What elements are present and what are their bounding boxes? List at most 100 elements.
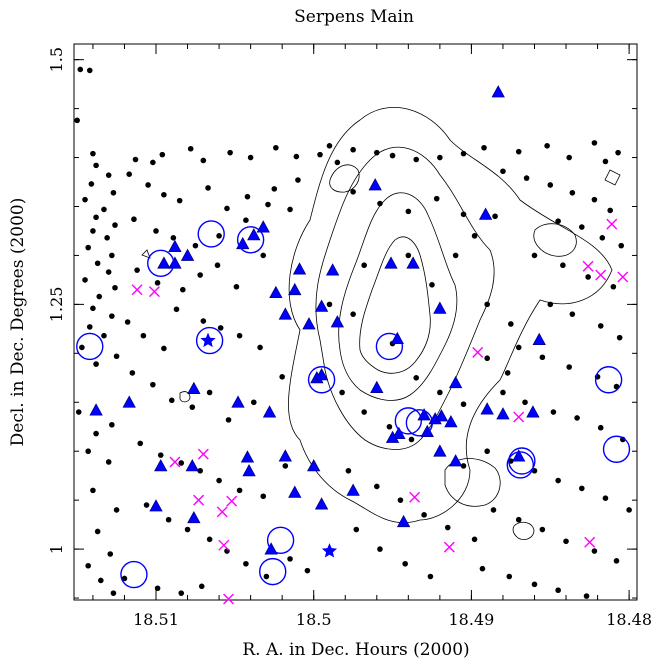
contour-10	[141, 249, 151, 259]
source-dot	[574, 415, 580, 421]
source-dot	[437, 389, 443, 396]
source-dot	[85, 448, 91, 455]
source-dot	[585, 274, 591, 280]
source-dot	[143, 502, 150, 508]
source-cross	[197, 448, 209, 460]
source-triangle	[433, 444, 447, 457]
x-axis-label: R. A. in Dec. Hours (2000)	[242, 640, 469, 660]
source-dot	[90, 487, 96, 494]
source-circle	[405, 409, 434, 437]
source-dot	[112, 222, 118, 228]
source-dot	[154, 280, 161, 286]
source-triangle	[154, 459, 168, 472]
source-dot	[243, 560, 249, 567]
contour-3	[338, 192, 458, 401]
x-axis: 18.51 18.5 18.49 18.48	[92, 44, 651, 629]
source-dot	[189, 404, 196, 410]
source-dot	[75, 409, 82, 415]
source-dot	[377, 546, 383, 552]
source-dot	[244, 193, 251, 200]
source-dot	[85, 562, 91, 569]
source-dot	[90, 305, 96, 312]
source-dot	[104, 235, 110, 241]
source-dot	[547, 182, 554, 188]
source-dot	[153, 228, 159, 234]
source-dot	[460, 463, 467, 469]
source-triangle	[496, 407, 510, 420]
source-dot	[386, 423, 393, 430]
source-dot	[444, 524, 451, 531]
source-dot	[555, 587, 561, 594]
source-triangle	[370, 380, 384, 393]
source-dot	[317, 151, 323, 158]
source-dot	[460, 211, 467, 218]
source-dot	[599, 235, 606, 241]
source-dot	[79, 344, 85, 351]
source-circle	[266, 526, 295, 554]
source-dot	[260, 493, 267, 500]
source-dot	[413, 374, 420, 381]
source-circle	[307, 366, 336, 394]
source-dot	[405, 208, 412, 215]
source-dot	[563, 538, 569, 545]
source-dot	[569, 311, 576, 317]
source-triangle	[180, 248, 195, 261]
source-dot	[159, 151, 166, 158]
source-triangle	[247, 228, 261, 241]
source-dot	[96, 293, 103, 300]
source-dot	[131, 216, 137, 223]
source-dot	[107, 551, 114, 557]
source-dot	[429, 282, 435, 288]
source-dot	[515, 148, 522, 155]
y-tick-label: 1	[47, 544, 66, 554]
source-dot	[531, 581, 538, 588]
source-cross	[584, 536, 596, 548]
source-triangle	[314, 368, 329, 381]
source-dot	[405, 252, 412, 259]
source-dot	[602, 495, 609, 501]
plot-area	[73, 43, 638, 605]
source-dot	[187, 145, 194, 152]
source-dot	[184, 526, 191, 533]
source-triangle	[480, 402, 494, 415]
source-circle	[147, 249, 175, 277]
source-triangle	[526, 405, 540, 418]
source-dot	[105, 269, 112, 275]
source-dot	[77, 66, 84, 73]
source-dot	[214, 262, 221, 269]
source-cross	[223, 593, 235, 605]
source-dot	[105, 172, 112, 178]
source-triangle	[434, 409, 449, 422]
source-dot	[243, 217, 249, 223]
source-dot	[490, 507, 497, 513]
source-dot	[506, 573, 513, 580]
source-dot	[247, 154, 254, 161]
source-dot	[224, 205, 230, 212]
source-triangle	[242, 463, 256, 477]
x-tick-label: 18.5	[296, 610, 332, 629]
source-dot	[508, 321, 514, 327]
source-dot	[539, 526, 546, 533]
source-dot	[602, 158, 609, 165]
source-dot	[205, 185, 211, 191]
source-dot	[178, 460, 185, 466]
source-dot	[515, 344, 522, 351]
source-circle	[594, 366, 623, 394]
source-dot	[293, 153, 300, 160]
contour-outer	[288, 106, 613, 524]
source-dot	[287, 206, 293, 213]
source-dot	[126, 171, 132, 177]
source-triangle	[231, 395, 245, 408]
source-triangle	[256, 220, 270, 233]
source-dot	[397, 497, 404, 503]
source-triangle	[396, 514, 411, 528]
source-dot	[618, 242, 625, 249]
source-triangle	[288, 485, 302, 498]
source-dot	[200, 157, 207, 164]
source-dot	[373, 149, 380, 156]
source-dot	[471, 233, 478, 239]
source-dot	[265, 201, 271, 208]
source-dot	[134, 267, 140, 273]
source-dot	[165, 516, 172, 523]
source-circle	[197, 220, 225, 248]
